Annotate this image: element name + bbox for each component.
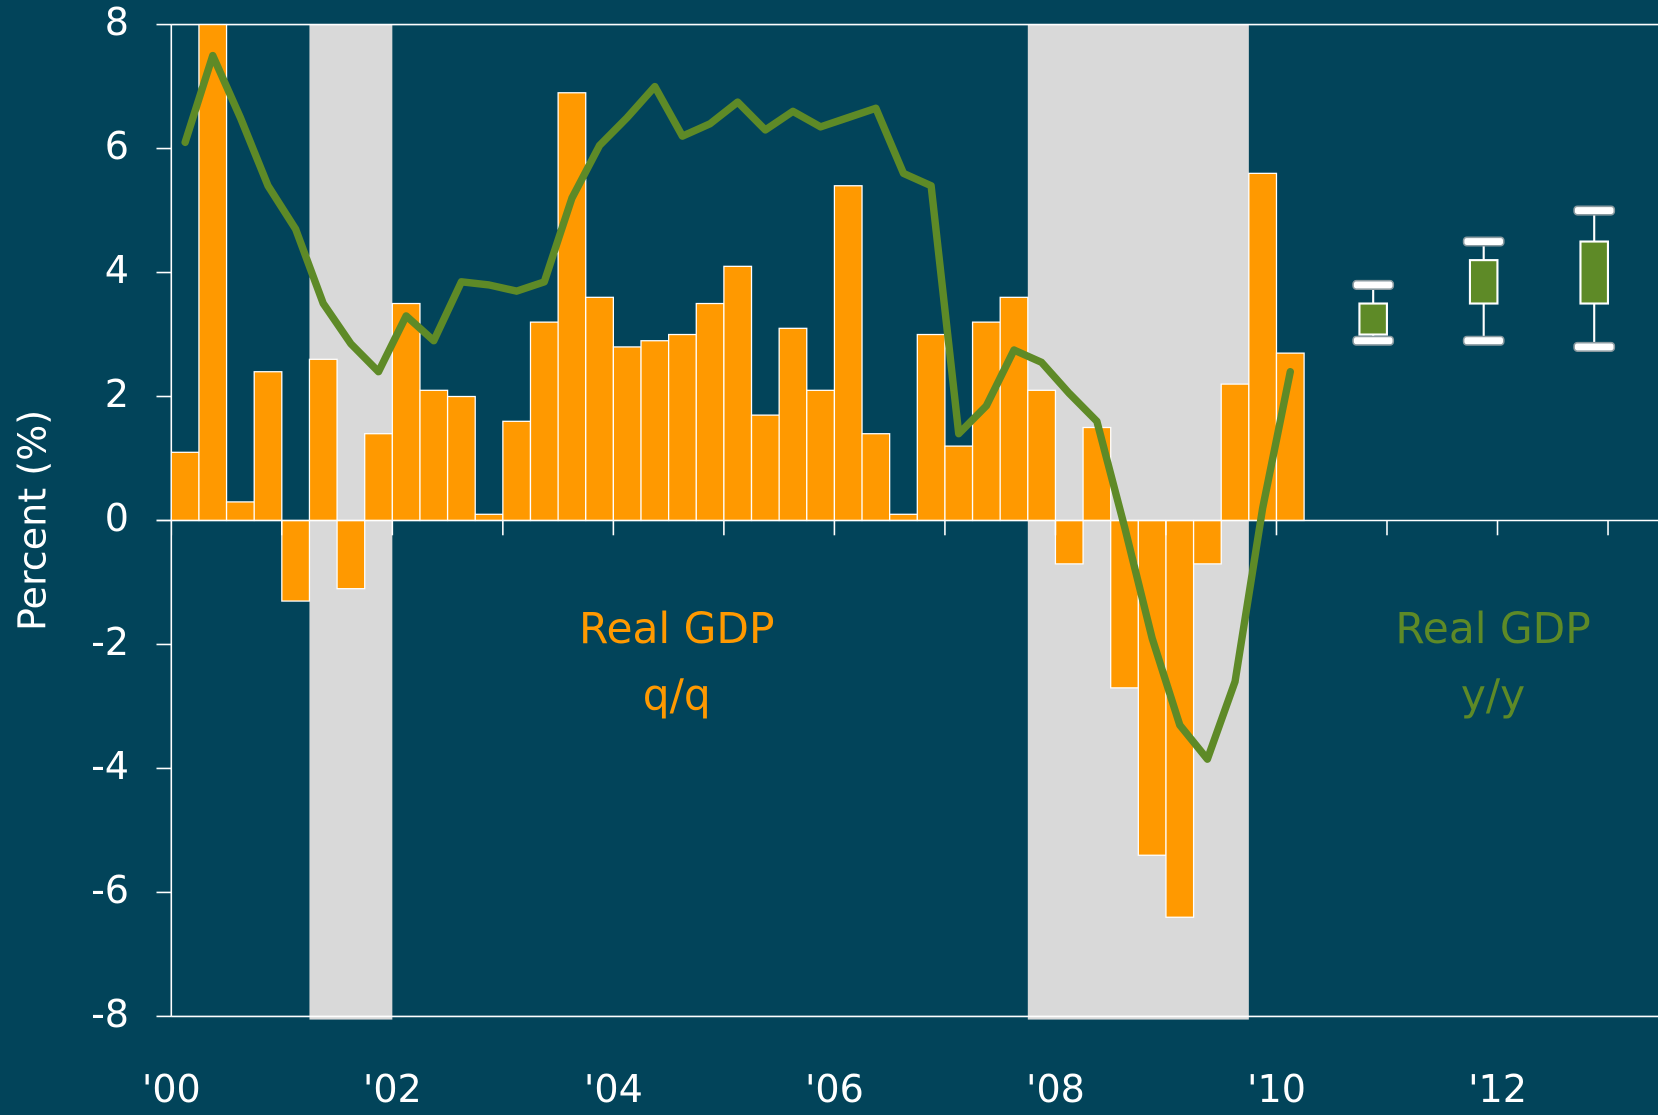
bar xyxy=(281,519,311,602)
bar xyxy=(944,445,974,522)
bar xyxy=(364,433,393,522)
whisker-cap xyxy=(1573,341,1616,352)
bar xyxy=(723,265,753,522)
bar xyxy=(308,358,338,522)
y-tick-label: 6 xyxy=(105,124,129,168)
bar xyxy=(446,395,476,522)
bar xyxy=(1192,519,1222,565)
bar xyxy=(1220,383,1250,522)
bar xyxy=(1054,519,1084,565)
bar xyxy=(474,513,504,522)
y-tick-label: 0 xyxy=(105,496,129,540)
bar xyxy=(833,185,863,522)
bar xyxy=(529,321,559,522)
y-tick-label: 8 xyxy=(105,0,129,44)
bar xyxy=(778,327,808,522)
bar xyxy=(889,513,918,522)
bar xyxy=(612,346,642,522)
bar xyxy=(667,333,697,522)
x-tick-label: '12 xyxy=(1468,1067,1527,1111)
y-tick-label: -4 xyxy=(91,744,129,788)
whisker-cap xyxy=(1352,279,1395,290)
bar xyxy=(1137,519,1167,856)
annotation: Real GDP xyxy=(579,604,774,653)
bar xyxy=(916,333,946,522)
bar xyxy=(419,389,449,522)
y-axis-label: Percent (%) xyxy=(10,410,54,631)
bar xyxy=(1110,519,1139,689)
y-tick-label: 2 xyxy=(105,372,129,416)
whisker-cap xyxy=(1462,335,1505,346)
whisker-cap xyxy=(1573,205,1616,216)
bar xyxy=(585,296,615,522)
y-tick-label: -8 xyxy=(91,992,129,1036)
bar xyxy=(640,340,670,522)
annotation: q/q xyxy=(643,671,711,720)
bar xyxy=(971,321,1001,522)
x-tick-label: '06 xyxy=(805,1067,864,1111)
y-tick-label: -2 xyxy=(91,620,129,664)
line xyxy=(181,51,1294,763)
bar xyxy=(557,92,587,522)
x-tick-label: '04 xyxy=(584,1067,643,1111)
bar xyxy=(1027,389,1057,522)
bar xyxy=(861,433,891,522)
x-tick-label: '08 xyxy=(1026,1067,1085,1111)
bar xyxy=(502,420,532,522)
x-tick-label: '02 xyxy=(363,1067,422,1111)
bar xyxy=(750,414,780,522)
x-tick-label: '00 xyxy=(142,1067,201,1111)
whisker-cap xyxy=(1462,236,1505,247)
bar xyxy=(198,23,228,522)
whisker-cap xyxy=(1352,335,1395,346)
bar xyxy=(253,371,283,522)
annotation: Real GDP xyxy=(1395,604,1590,653)
y-tick-label: 4 xyxy=(105,248,129,292)
forecast-box xyxy=(1468,259,1499,305)
bar xyxy=(1082,426,1112,522)
bar xyxy=(225,501,255,522)
forecast-box xyxy=(1579,240,1610,305)
bar xyxy=(999,296,1029,522)
forecast-box xyxy=(1358,302,1388,336)
bar xyxy=(170,451,200,522)
y-tick-label: -6 xyxy=(91,868,129,912)
x-tick-label: '10 xyxy=(1247,1067,1306,1111)
bar xyxy=(695,302,725,522)
bar xyxy=(806,389,836,522)
annotation: y/y xyxy=(1461,671,1525,720)
bar xyxy=(336,519,366,590)
